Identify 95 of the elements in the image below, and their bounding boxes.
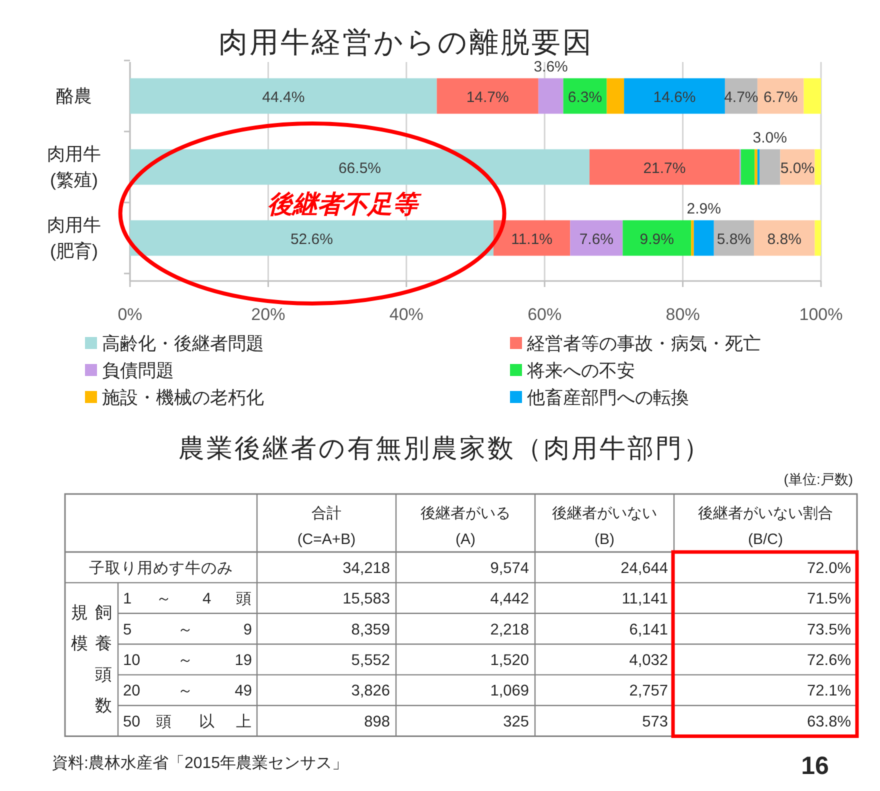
bar <box>760 149 780 185</box>
annotation: 後継者不足等 <box>267 190 422 218</box>
data-label: 6.3% <box>568 89 602 106</box>
legend-label: 他畜産部門への転換 <box>527 388 689 408</box>
legend-label: 将来への不安 <box>526 360 635 380</box>
text: 1,520 <box>490 652 529 669</box>
bar <box>754 149 758 185</box>
legend-label: 経営者等の事故・病気・死亡 <box>526 334 761 354</box>
chart-title: 肉用牛経営からの離脱要因 <box>218 27 594 59</box>
text: 8,359 <box>351 621 390 638</box>
text: 72.6% <box>807 652 851 669</box>
bar <box>814 149 821 185</box>
bar <box>694 220 714 256</box>
text: 573 <box>642 713 668 730</box>
category-label: 1 ～ 4 頭 <box>123 590 252 608</box>
text: 2,218 <box>490 621 529 638</box>
bar <box>624 78 725 114</box>
x-tick-label: 0% <box>118 305 142 324</box>
category-label: 5 ～ 9 <box>123 621 252 638</box>
data-label: 14.7% <box>466 89 509 106</box>
bar <box>691 220 694 256</box>
data-label: 14.6% <box>653 89 696 106</box>
text: 16 <box>801 752 829 780</box>
x-tick-label: 40% <box>389 305 424 324</box>
bar <box>436 78 538 114</box>
text: 63.8% <box>807 713 851 730</box>
bar <box>757 78 804 114</box>
data-label: 7.6% <box>579 231 614 248</box>
bar <box>606 78 624 114</box>
data-label: 5.0% <box>780 160 815 177</box>
bar <box>493 220 570 256</box>
bar <box>590 149 740 185</box>
bar <box>754 220 815 256</box>
bar <box>814 220 821 256</box>
data-label: 6.7% <box>763 89 798 106</box>
text: 資料:農林水産省「2015年農業センサス」 <box>52 754 348 772</box>
data-label: 21.7% <box>643 160 686 177</box>
text: 6,141 <box>629 621 668 638</box>
category-label: 20 ～ 49 <box>123 682 252 700</box>
x-tick-label: 20% <box>251 305 286 324</box>
category-label: 子取り用めす牛のみ <box>89 560 233 577</box>
text: 2,757 <box>629 682 668 700</box>
y-tick-label: 酪農 <box>56 86 92 106</box>
bar <box>130 149 590 185</box>
bar <box>740 149 755 185</box>
text: 71.5% <box>807 590 851 608</box>
data-label: 9.9% <box>640 231 674 248</box>
data-label: 44.4% <box>262 89 305 106</box>
category-label: 後継者がいない割合 (B/C) <box>698 505 833 548</box>
text: 15,583 <box>342 590 390 608</box>
data-label: 3.0% <box>752 129 787 146</box>
data-label: 8.8% <box>767 231 802 248</box>
text: 73.5% <box>807 621 851 638</box>
text: 5,552 <box>351 652 390 669</box>
text: 4,442 <box>490 590 529 608</box>
data-label: 52.6% <box>290 231 334 248</box>
legend-label: 施設・機械の老朽化 <box>102 388 264 408</box>
bar <box>804 78 821 114</box>
bar <box>622 220 692 256</box>
bar <box>130 78 437 114</box>
data-label: 11.1% <box>511 231 553 248</box>
x-tick-label: 80% <box>666 305 700 324</box>
data-label: 3.6% <box>534 58 568 76</box>
category-label: 後継者がいる (A) <box>420 505 510 548</box>
text: 325 <box>503 713 529 730</box>
category-label: 50 頭 以 上 <box>123 713 252 730</box>
text: 72.0% <box>807 560 851 577</box>
text: 24,644 <box>620 560 668 577</box>
legend-label: 負債問題 <box>102 360 174 380</box>
category-label: 10 ～ 19 <box>123 652 252 669</box>
data-label: 66.5% <box>338 160 382 177</box>
text: 1,069 <box>490 682 529 700</box>
text: 11,141 <box>622 590 668 608</box>
text: 農業後継者の有無別農家数（肉用牛部門） <box>178 433 712 463</box>
legend-label: 高齢化・後継者問題 <box>102 334 264 354</box>
y-tick-label: 肉用牛 (繁殖) <box>47 144 101 190</box>
text: 9,574 <box>490 560 529 577</box>
category-label: 合計 (C=A+B) <box>297 505 356 548</box>
bar <box>538 78 564 114</box>
text: 3,826 <box>351 682 390 700</box>
category-label: 後継者がいない (B) <box>552 505 657 548</box>
y-tick-label: 肉用牛 (肥育) <box>47 215 101 261</box>
text: 34,218 <box>342 560 390 577</box>
text: 898 <box>364 713 390 730</box>
bar <box>130 220 494 256</box>
bar <box>563 78 607 114</box>
data-label: 5.8% <box>716 231 752 248</box>
x-tick-label: 60% <box>528 305 562 324</box>
x-tick-label: 100% <box>799 305 843 324</box>
text: 4,032 <box>629 652 668 669</box>
text: 飼養頭数規模 <box>71 603 112 716</box>
data-label: 2.9% <box>686 200 721 218</box>
bar <box>570 220 623 256</box>
text: (単位:戸数) <box>784 471 853 487</box>
text: 72.1% <box>807 682 851 700</box>
